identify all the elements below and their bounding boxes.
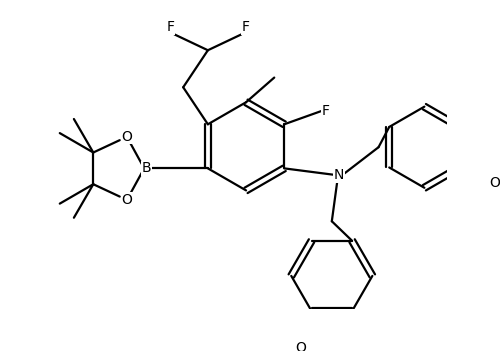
Text: O: O — [122, 130, 132, 144]
Text: F: F — [166, 20, 174, 34]
Text: O: O — [296, 341, 306, 351]
Text: F: F — [242, 20, 250, 34]
Text: B: B — [142, 161, 151, 176]
Text: O: O — [122, 193, 132, 207]
Text: O: O — [490, 176, 500, 190]
Text: F: F — [321, 104, 329, 118]
Text: N: N — [334, 168, 344, 183]
